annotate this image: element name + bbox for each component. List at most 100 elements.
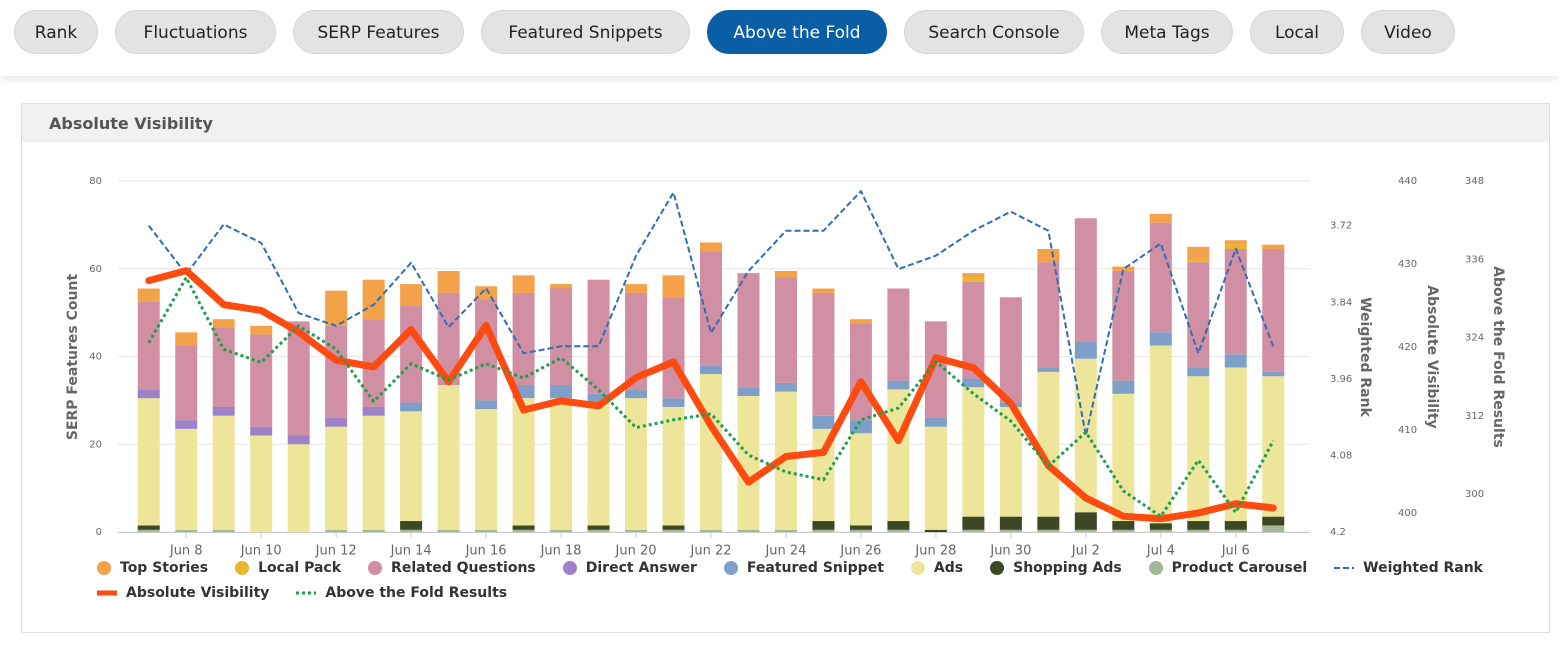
bar-segment <box>1187 529 1210 532</box>
bar-segment <box>625 398 648 530</box>
legend-swatch <box>990 560 1005 575</box>
legend-item[interactable]: Featured Snippet <box>723 558 884 577</box>
tab[interactable]: Featured Snippets <box>481 10 690 54</box>
tab[interactable]: Above the Fold <box>707 10 887 54</box>
bar-segment <box>287 444 310 532</box>
bar-segment <box>1037 367 1060 372</box>
bar-segment <box>1074 341 1097 359</box>
y4-tick-label: 300 <box>1465 489 1484 500</box>
x-tick-label: Jun 14 <box>390 544 432 559</box>
tab[interactable]: Video <box>1361 10 1455 54</box>
tab[interactable]: Local <box>1250 10 1344 54</box>
bar-segment <box>737 529 760 532</box>
y3-axis-title: Absolute Visibility <box>1424 285 1440 428</box>
legend-item[interactable]: Local Pack <box>234 558 341 577</box>
bar-segment <box>849 323 872 421</box>
legend-item[interactable]: Absolute Visibility <box>96 583 269 602</box>
legend-label: Featured Snippet <box>746 559 884 576</box>
bar-segment <box>587 529 610 532</box>
legend-label: Absolute Visibility <box>126 584 270 601</box>
legend-item[interactable]: Shopping Ads <box>989 558 1122 577</box>
bar-segment <box>400 306 423 403</box>
legend-item[interactable]: Direct Answer <box>562 558 697 577</box>
legend-item[interactable]: Top Stories <box>96 558 208 577</box>
bar-segment <box>1149 213 1172 223</box>
bar-segment <box>325 325 348 418</box>
bar-segment <box>325 426 348 530</box>
legend-item[interactable]: Related Questions <box>367 558 536 577</box>
legend-label: Top Stories <box>120 559 209 576</box>
x-tick-label: Jun 18 <box>540 544 582 559</box>
bar-segment <box>550 398 573 530</box>
y3-tick-label: 410 <box>1398 425 1417 436</box>
tab[interactable]: SERP Features <box>293 10 464 54</box>
legend-item[interactable]: Weighted Rank <box>1333 558 1483 577</box>
x-tick-label: Jun 12 <box>315 544 357 559</box>
legend-swatch <box>910 560 925 575</box>
tab[interactable]: Rank <box>14 10 98 54</box>
bar-segment <box>1187 246 1210 260</box>
bar-segment <box>175 332 198 346</box>
bar-segment <box>512 275 535 293</box>
legend-label: Direct Answer <box>585 559 697 576</box>
bar-segment <box>737 273 760 388</box>
bar-segment <box>924 417 947 427</box>
bar-segment <box>1037 249 1060 263</box>
bar-segment <box>1224 367 1247 522</box>
bar-segment <box>212 415 235 530</box>
y2-axis-title: Weighted Rank <box>1357 297 1373 418</box>
y3-tick-label: 440 <box>1398 176 1417 187</box>
bar-segment <box>849 420 872 434</box>
legend-marker <box>97 590 117 595</box>
bar-segment <box>737 387 760 396</box>
legend-label: Product Carousel <box>1171 559 1308 576</box>
y3-tick-label: 420 <box>1398 342 1417 353</box>
legend-item[interactable]: Ads <box>910 558 963 577</box>
bar-segment <box>625 389 648 399</box>
y2-tick-label: 3.96 <box>1330 374 1352 385</box>
bar-segment <box>1262 516 1285 526</box>
bar-segment <box>962 516 985 530</box>
y4-axis-title: Above the Fold Results <box>1490 266 1506 448</box>
bar-segment <box>662 525 685 530</box>
tab[interactable]: Fluctuations <box>115 10 276 54</box>
bar-segment <box>325 417 348 427</box>
bar-segment <box>362 279 385 320</box>
bar-segment <box>325 290 348 326</box>
bar-segment <box>1112 380 1135 394</box>
x-tick-label: Jul 6 <box>1221 544 1250 559</box>
bar-segment <box>662 297 685 399</box>
bar-segment <box>1149 345 1172 524</box>
legend-item[interactable]: Product Carousel <box>1148 558 1307 577</box>
bar-segment <box>887 380 910 390</box>
bar-segment <box>325 529 348 532</box>
bar-segment <box>250 435 273 532</box>
legend-marker <box>990 560 1005 575</box>
bar-segment <box>849 529 872 532</box>
bar-segment <box>999 297 1022 403</box>
tab[interactable]: Meta Tags <box>1101 10 1233 54</box>
y2-tick-label: 4.2 <box>1330 527 1346 538</box>
tab[interactable]: Search Console <box>904 10 1084 54</box>
bar-segment <box>849 433 872 526</box>
bar-segment <box>1037 516 1060 530</box>
bar-segment <box>1224 244 1247 250</box>
bar-segment <box>774 277 797 383</box>
bar-segment <box>137 529 160 532</box>
bar-segment <box>1224 249 1247 355</box>
legend-marker <box>1334 566 1355 569</box>
bar-segment <box>1224 354 1247 368</box>
y4-tick-label: 312 <box>1465 411 1484 422</box>
legend-item[interactable]: Above the Fold Results <box>295 583 507 602</box>
bar-segment <box>362 406 385 416</box>
bar-segment <box>475 400 498 410</box>
bar-segment <box>1112 393 1135 522</box>
x-tick-label: Jul 4 <box>1146 544 1175 559</box>
bar-segment <box>512 525 535 530</box>
y-tick-label: 20 <box>89 439 102 450</box>
bar-segment <box>812 415 835 429</box>
y2-tick-label: 4.08 <box>1330 450 1352 461</box>
legend-label: Shopping Ads <box>1013 559 1122 576</box>
bar-segment <box>1187 259 1210 263</box>
